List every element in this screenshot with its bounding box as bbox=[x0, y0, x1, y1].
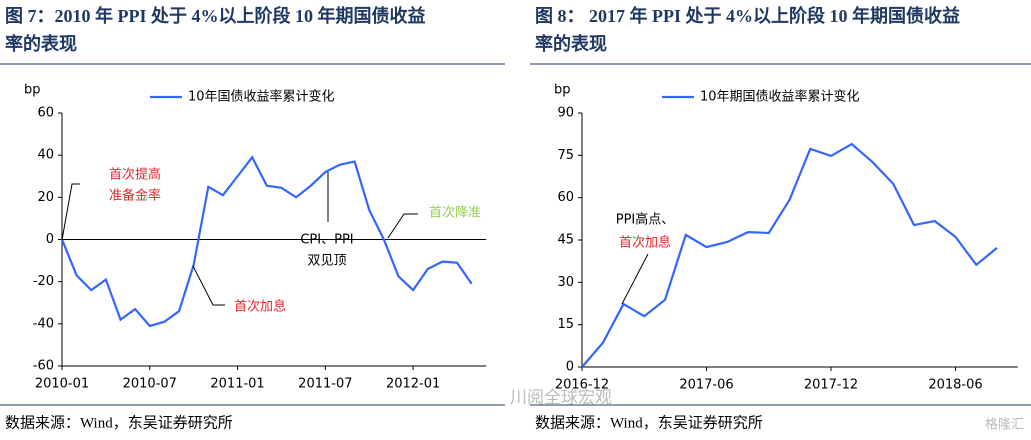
x-tick-label: 2011-07 bbox=[298, 377, 352, 392]
x-tick-label: 2017-12 bbox=[804, 378, 858, 393]
chart-panel: 图 8： 2017 年 PPI 处于 4%以上阶段 10 年期国债收益率的表现数… bbox=[530, 5, 1031, 431]
watermark: 格隆汇 bbox=[985, 417, 1024, 433]
series-line bbox=[60, 155, 473, 328]
x-tick-label: 2010-01 bbox=[35, 377, 89, 392]
y-tick-label: 40 bbox=[37, 148, 54, 163]
y-tick-label: 60 bbox=[37, 106, 54, 121]
annotation: 准备金率 bbox=[109, 188, 161, 204]
x-tick-label: 2012-01 bbox=[386, 377, 440, 392]
legend-label: 10年期国债收益率累计变化 bbox=[700, 89, 860, 105]
chart-title: 图 7：2010 年 PPI 处于 4%以上阶段 10 年期国债收益 bbox=[5, 5, 426, 26]
source: 数据来源：Wind，东吴证券研究所 bbox=[535, 414, 763, 431]
chart-panel: 图 7：2010 年 PPI 处于 4%以上阶段 10 年期国债收益率的表现数据… bbox=[0, 5, 505, 431]
chart-title: 图 8： 2017 年 PPI 处于 4%以上阶段 10 年期国债收益 bbox=[535, 5, 960, 26]
x-tick-label: 2010-07 bbox=[123, 377, 177, 392]
y-tick-label: -20 bbox=[33, 274, 54, 289]
x-tick-label: 2018-06 bbox=[928, 378, 982, 393]
y-tick-label: -40 bbox=[33, 316, 54, 331]
annotation-leader bbox=[387, 213, 418, 239]
y-tick-label: 20 bbox=[37, 190, 54, 205]
annotation: 首次降准 bbox=[429, 205, 481, 221]
chart-title: 率的表现 bbox=[5, 33, 77, 54]
x-tick-label: 2017-06 bbox=[679, 378, 733, 393]
y-tick-label: 60 bbox=[557, 190, 574, 205]
y-tick-label: 15 bbox=[557, 317, 574, 332]
annotation-leader bbox=[621, 253, 649, 305]
annotation-leader bbox=[192, 265, 225, 306]
y-unit: bp bbox=[554, 83, 571, 98]
annotation: 首次提高 bbox=[109, 167, 161, 183]
y-tick-label: 30 bbox=[557, 275, 574, 290]
y-tick-label: 0 bbox=[566, 360, 574, 375]
annotation: 双见顶 bbox=[307, 254, 346, 269]
annotation: 首次加息 bbox=[234, 299, 286, 315]
x-tick-label: 2016-12 bbox=[555, 378, 609, 393]
y-tick-label: 75 bbox=[557, 148, 574, 163]
legend-label: 10年国债收益率累计变化 bbox=[188, 89, 335, 105]
y-tick-label: 90 bbox=[557, 106, 574, 121]
y-unit: bp bbox=[24, 83, 41, 98]
annotation: PPI高点、 bbox=[616, 212, 675, 228]
y-tick-label: 0 bbox=[46, 232, 54, 247]
annotation-leader bbox=[61, 183, 80, 241]
series-line bbox=[581, 142, 998, 368]
x-tick-label: 2011-01 bbox=[210, 377, 264, 392]
y-tick-label: -60 bbox=[33, 359, 54, 374]
y-tick-label: 45 bbox=[557, 233, 574, 248]
chart-title: 率的表现 bbox=[535, 33, 607, 54]
watermark: 川阅全球宏观 bbox=[510, 388, 612, 408]
annotation: 首次加息 bbox=[619, 235, 671, 251]
annotation: CPI、PPI bbox=[300, 233, 353, 248]
source: 数据来源：Wind，东吴证券研究所 bbox=[5, 414, 233, 431]
